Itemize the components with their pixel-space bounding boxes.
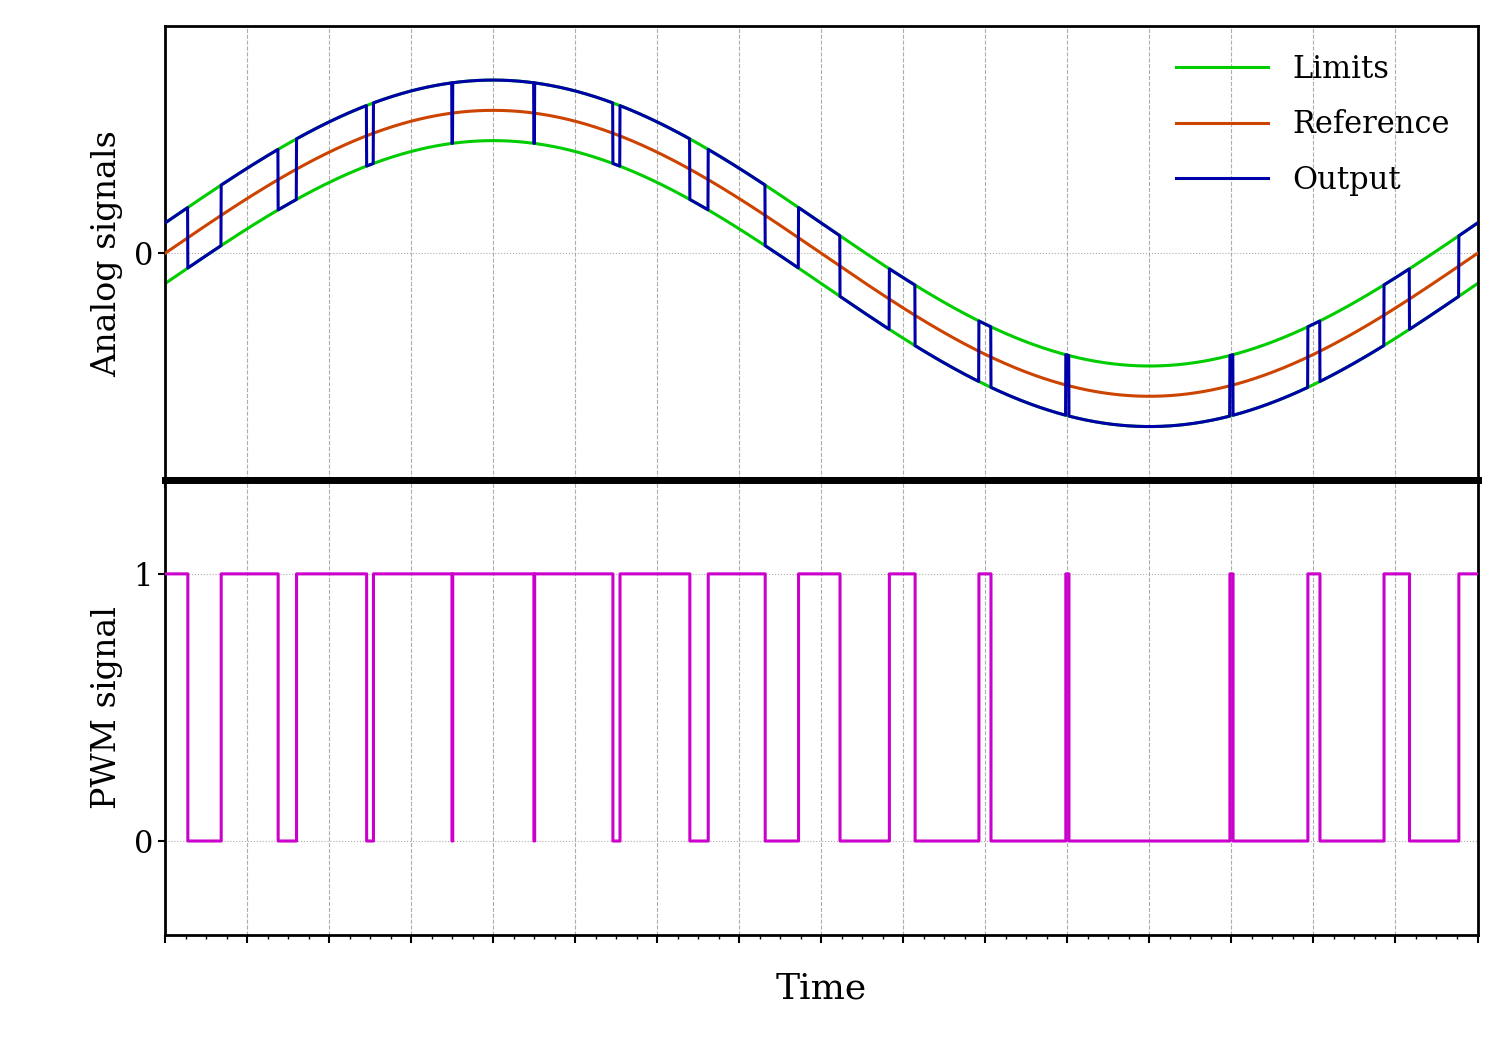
Limits bbox=[484, 74, 502, 86]
Output bbox=[944, 361, 962, 374]
Reference bbox=[1136, 390, 1154, 402]
Reference bbox=[484, 104, 502, 117]
Limits bbox=[944, 300, 962, 313]
Output bbox=[657, 121, 675, 133]
Output bbox=[394, 87, 412, 100]
Limits bbox=[1010, 333, 1028, 345]
Output bbox=[1010, 394, 1028, 406]
Reference bbox=[394, 117, 412, 129]
Line: Output: Output bbox=[165, 80, 1478, 426]
Line: Reference: Reference bbox=[165, 110, 1478, 396]
Y-axis label: PWM signal: PWM signal bbox=[90, 606, 123, 808]
Limits bbox=[1136, 360, 1154, 373]
Y-axis label: Analog signals: Analog signals bbox=[90, 130, 123, 377]
Line: Limits: Limits bbox=[165, 80, 1478, 366]
Reference bbox=[657, 150, 675, 163]
Limits bbox=[156, 216, 174, 229]
Legend: Limits, Reference, Output: Limits, Reference, Output bbox=[1164, 42, 1462, 208]
Reference bbox=[1236, 375, 1254, 387]
Output bbox=[1136, 420, 1154, 433]
Limits bbox=[657, 121, 675, 133]
Reference bbox=[1140, 390, 1158, 402]
Reference bbox=[1010, 363, 1028, 376]
Output bbox=[484, 74, 502, 86]
Output bbox=[1236, 405, 1254, 418]
Output bbox=[1140, 420, 1158, 433]
Reference bbox=[1468, 247, 1486, 259]
Output bbox=[1468, 216, 1486, 229]
Reference bbox=[156, 247, 174, 259]
Output bbox=[156, 216, 174, 229]
X-axis label: Time: Time bbox=[776, 971, 867, 1005]
Limits bbox=[1236, 345, 1254, 358]
Limits bbox=[1140, 360, 1158, 373]
Limits bbox=[394, 87, 412, 100]
Reference bbox=[944, 331, 962, 343]
Limits bbox=[1468, 216, 1486, 229]
